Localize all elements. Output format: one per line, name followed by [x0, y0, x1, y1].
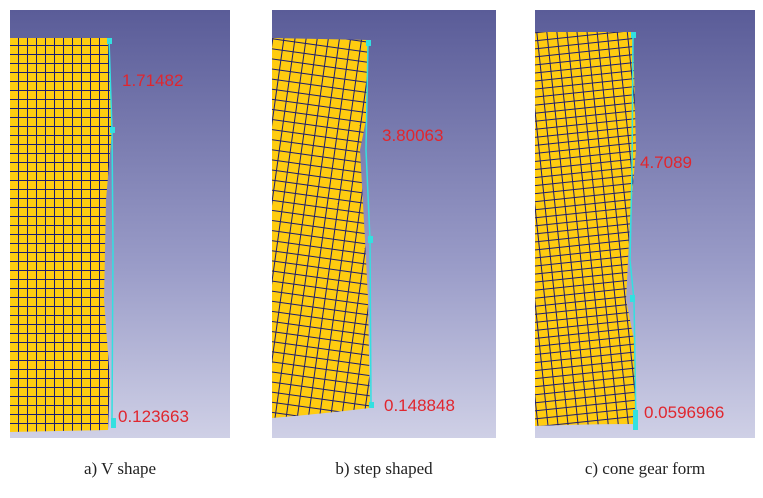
- measurement: 3.80063: [382, 126, 443, 145]
- marker: [107, 38, 112, 44]
- caption: b) step shaped: [335, 459, 433, 478]
- marker: [630, 295, 635, 302]
- mesh: [10, 38, 112, 432]
- measurement: 1.71482: [122, 71, 183, 90]
- measurement: 0.123663: [118, 407, 189, 426]
- measurement: 0.0596966: [644, 403, 724, 422]
- panel-c: 4.7089 0.0596966 c) cone gear form: [535, 10, 755, 478]
- mesh: [535, 32, 636, 426]
- marker: [110, 127, 115, 133]
- marker: [633, 410, 638, 430]
- panel-a: 1.71482 0.123663 a) V shape: [10, 10, 230, 478]
- caption: c) cone gear form: [585, 459, 705, 478]
- marker: [366, 40, 371, 46]
- measurement: 4.7089: [640, 153, 692, 172]
- measurement: 0.148848: [384, 396, 455, 415]
- marker: [111, 418, 116, 428]
- panel-b: 3.80063 0.148848 b) step shaped: [272, 10, 496, 478]
- marker: [369, 402, 374, 408]
- marker: [368, 236, 373, 243]
- caption: a) V shape: [84, 459, 156, 478]
- marker: [631, 32, 636, 38]
- figure: 1.71482 0.123663 a) V shape 3.80063 0.14…: [0, 0, 763, 493]
- mesh: [272, 38, 370, 418]
